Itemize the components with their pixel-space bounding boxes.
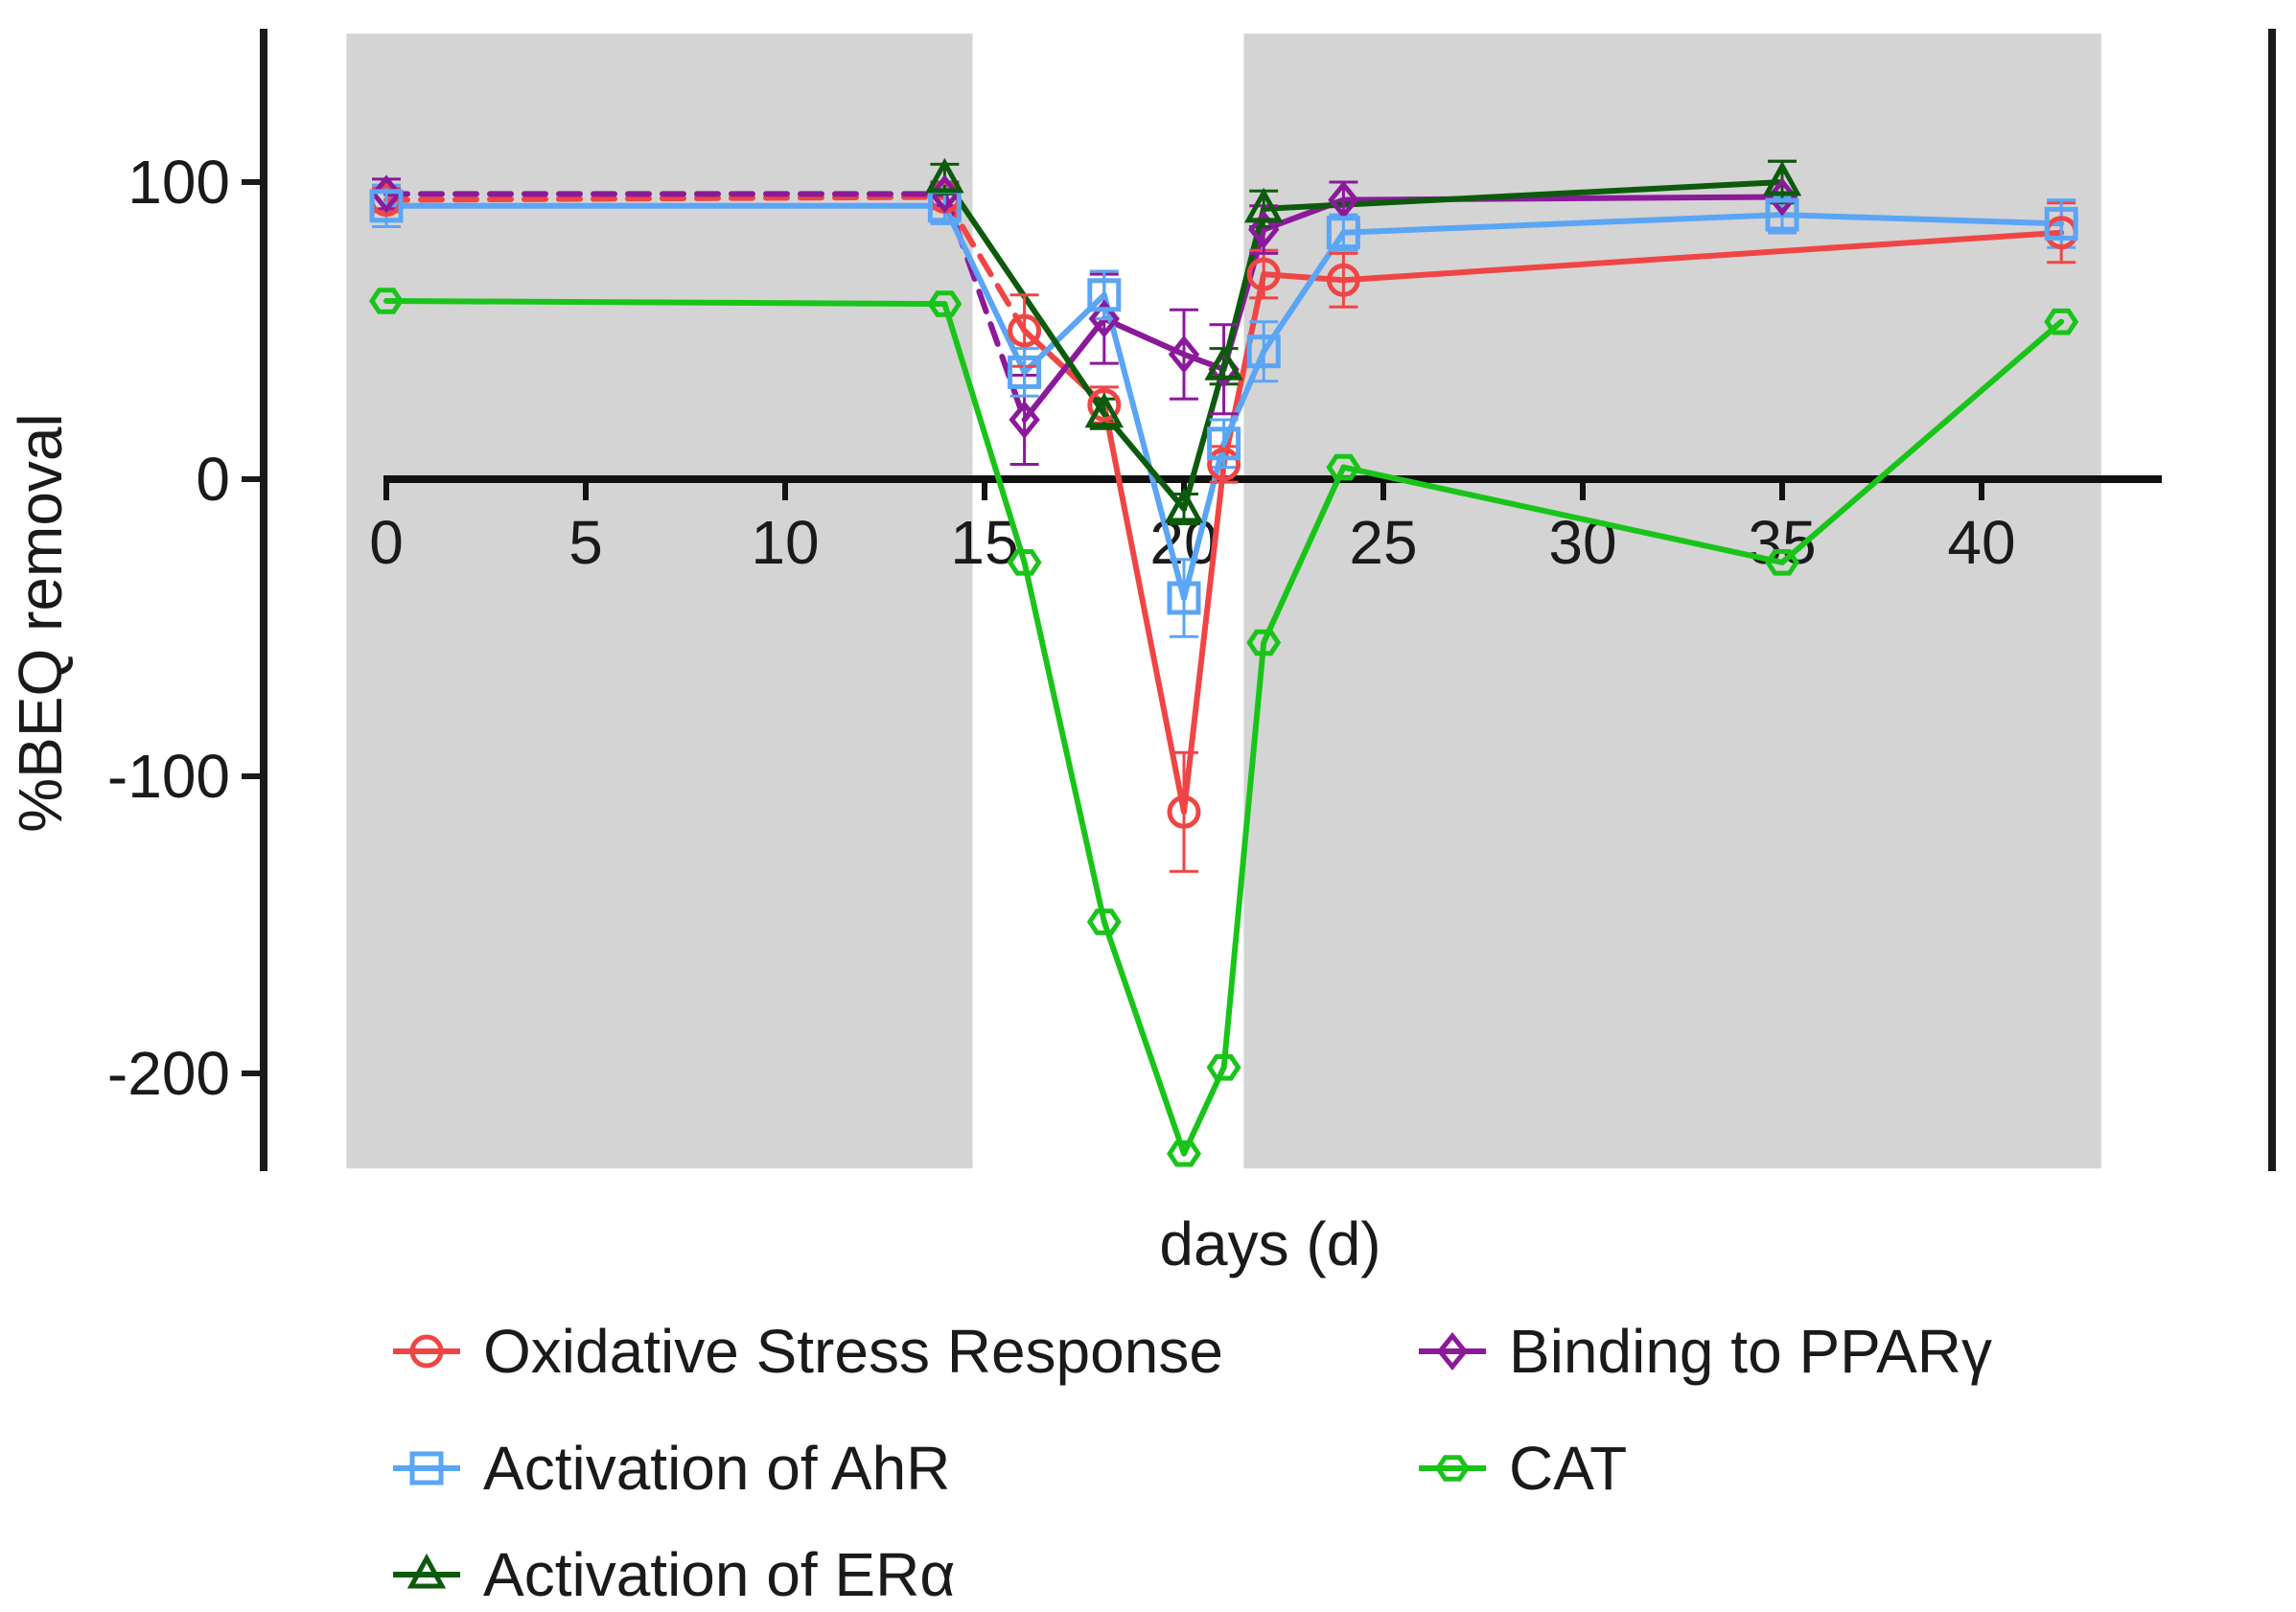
series-line-cat [383, 298, 948, 308]
y-tick-label: 100 [128, 148, 230, 217]
data-point-cat [1007, 549, 1042, 576]
series-line-oxidative-stress-response [1181, 461, 1227, 816]
data-point-activation-of-er [1204, 345, 1243, 380]
x-tick-label: 40 [1947, 508, 2015, 577]
data-point-binding-to-ppar [370, 174, 403, 214]
data-point-cat [1086, 909, 1122, 935]
legend-marker [406, 1553, 447, 1589]
data-point-activation-of-er [925, 157, 964, 194]
series-line-cat [1220, 639, 1267, 1071]
legend-label: Oxidative Stress Response [483, 1317, 1223, 1386]
data-point-activation-of-ahr [1008, 355, 1042, 389]
legend-item-activation-of-ahr: Activation of AhR [393, 1434, 950, 1503]
data-point-cat [1166, 1140, 1202, 1167]
data-point-binding-to-ppar [1009, 401, 1040, 439]
data-point-activation-of-ahr [1246, 334, 1281, 369]
data-point-binding-to-ppar [1168, 334, 1200, 374]
x-axis: 0 5 10 15 20 25 30 35 40 [369, 475, 2162, 577]
data-point-activation-of-er [1762, 160, 1802, 196]
series-line-oxidative-stress-response [383, 194, 948, 203]
data-point-activation-of-ahr [1326, 216, 1360, 250]
data-point-oxidative-stress-response [1246, 257, 1281, 291]
legend-marker [1436, 1332, 1469, 1370]
data-point-activation-of-ahr [1167, 581, 1201, 615]
data-point-activation-of-er [1243, 187, 1284, 223]
series-line-activation-of-ahr [1181, 440, 1227, 601]
y-tick-label: -100 [107, 742, 230, 811]
x-axis-title: days (d) [1159, 1209, 1380, 1278]
shaded-period-1 [346, 34, 973, 1169]
series-line-oxidative-stress-response [1101, 402, 1187, 816]
series-line-activation-of-ahr [1779, 212, 2065, 227]
data-point-cat [927, 290, 962, 317]
data-point-activation-of-ahr [1087, 278, 1122, 312]
x-tick-label: 0 [369, 508, 404, 577]
data-point-cat [1246, 629, 1282, 656]
data-point-activation-of-ahr [1207, 426, 1241, 461]
legend-label: CAT [1509, 1434, 1627, 1503]
series-line-cat [1261, 464, 1347, 646]
legend-item-binding-to-ppar: Binding to PPARγ [1419, 1317, 1992, 1386]
legend-label: Binding to PPARγ [1509, 1317, 1992, 1386]
x-tick-label: 25 [1349, 508, 1417, 577]
data-point-oxidative-stress-response [1087, 388, 1122, 422]
series-line-cat [1021, 559, 1107, 925]
series-line-cat [1181, 1064, 1227, 1157]
series-line-activation-of-er [1181, 363, 1227, 512]
series-line-activation-of-ahr [941, 202, 1028, 376]
legend-label: Activation of AhR [483, 1434, 950, 1503]
series-line-cat [941, 301, 1028, 565]
series-markers [368, 157, 2079, 1167]
data-point-cat [2044, 308, 2079, 335]
x-tick-label: 15 [950, 508, 1018, 577]
legend-marker [1434, 1455, 1471, 1482]
data-point-cat [368, 288, 405, 314]
series-line-cat [1340, 464, 1785, 565]
data-point-cat [1764, 549, 1800, 576]
series-line-oxidative-stress-response [1340, 229, 2065, 284]
legend-item-cat: CAT [1419, 1434, 1627, 1503]
data-point-oxidative-stress-response [1326, 263, 1360, 297]
data-point-oxidative-stress-response [1008, 313, 1042, 348]
data-point-oxidative-stress-response [1207, 448, 1241, 481]
data-point-cat [1206, 1054, 1241, 1081]
y-axis: 100 0 -100 -200 [107, 148, 264, 1108]
data-point-activation-of-ahr [1765, 197, 1799, 232]
series-line-binding-to-ppar [1021, 315, 1107, 423]
series-line-activation-of-ahr [1101, 291, 1187, 601]
data-point-oxidative-stress-response [1167, 794, 1201, 829]
series-line-cat [1101, 918, 1187, 1157]
series-line-binding-to-ppar [1101, 315, 1187, 357]
legend-marker [409, 1451, 444, 1485]
legend-item-activation-of-er: Activation of ERα [393, 1540, 955, 1609]
data-point-binding-to-ppar [1247, 210, 1280, 249]
legend: Oxidative Stress Response Binding to PPAR… [393, 1317, 1992, 1609]
series-line-activation-of-ahr [1340, 212, 1785, 236]
legend-marker [409, 1334, 444, 1369]
data-point-binding-to-ppar [1088, 299, 1121, 338]
data-point-binding-to-ppar [1328, 180, 1359, 219]
data-point-activation-of-er [1084, 392, 1125, 428]
legend-label: Activation of ERα [483, 1540, 955, 1609]
y-tick-label: 0 [196, 445, 230, 514]
series-line-oxidative-stress-response [941, 194, 1028, 334]
series-line-cat [1779, 318, 2065, 565]
x-tick-label: 10 [751, 508, 819, 577]
data-point-activation-of-er [1164, 487, 1204, 523]
data-point-activation-of-ahr [2044, 206, 2078, 241]
y-axis-title: %BEQ removal [6, 413, 75, 832]
data-point-cat [1326, 453, 1361, 481]
data-point-activation-of-ahr [369, 189, 404, 223]
x-tick-label: 5 [568, 508, 603, 577]
legend-item-oxidative-stress-response: Oxidative Stress Response [393, 1317, 1223, 1386]
y-tick-label: -200 [107, 1039, 230, 1108]
